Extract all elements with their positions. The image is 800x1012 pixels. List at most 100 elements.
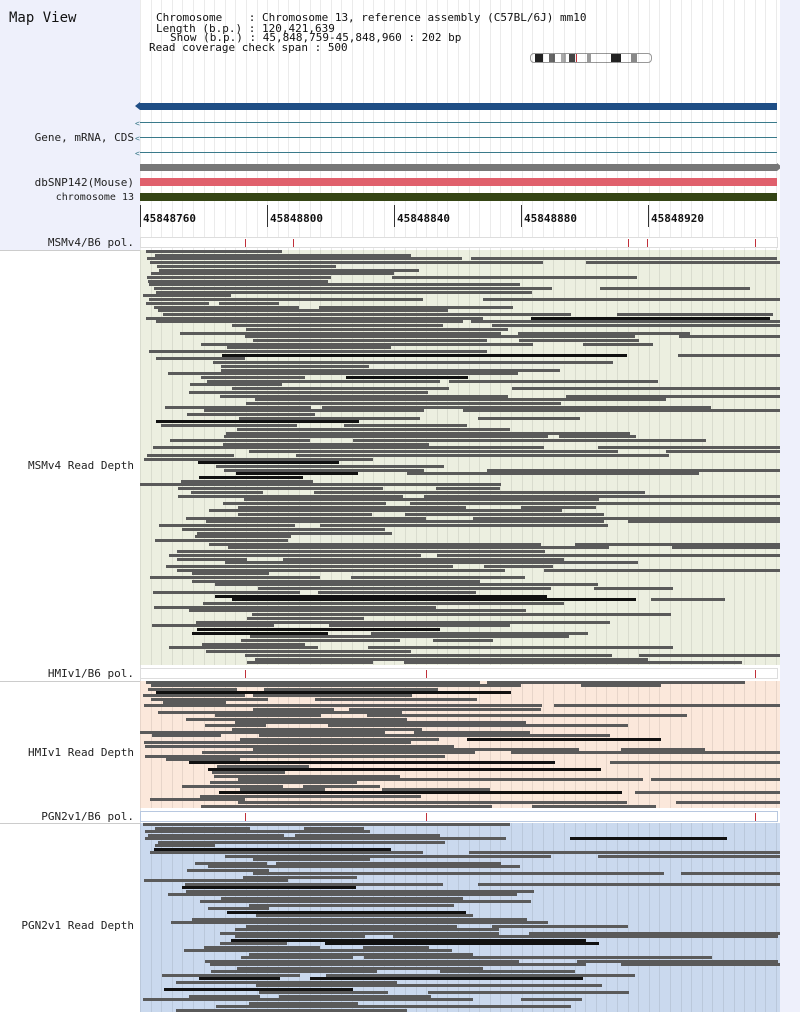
sequence-read — [247, 661, 373, 665]
sequence-read — [160, 424, 298, 428]
sequence-read — [235, 935, 366, 938]
sequence-read — [207, 865, 520, 868]
chromosome-bar[interactable] — [140, 193, 777, 201]
sequence-read — [181, 479, 314, 483]
sequence-read — [207, 767, 602, 771]
transcript-line[interactable] — [140, 122, 777, 123]
sequence-read — [259, 991, 389, 994]
sequence-read — [154, 539, 288, 543]
sequence-read — [151, 272, 395, 276]
sequence-read — [158, 711, 403, 715]
sequence-read — [186, 516, 426, 520]
snp-marker[interactable] — [755, 670, 756, 678]
sequence-read — [164, 405, 311, 409]
sequence-read — [364, 956, 712, 959]
sequence-read — [577, 959, 778, 963]
chromosome-ideogram[interactable] — [530, 53, 652, 63]
snp-marker[interactable] — [628, 239, 629, 247]
dbsnp-bar[interactable] — [140, 178, 777, 186]
dbsnp-gray-bar[interactable] — [140, 164, 777, 171]
sequence-read — [144, 830, 371, 833]
sequence-read — [143, 704, 543, 708]
transcript-line[interactable] — [140, 137, 777, 138]
axis-tick-label: 45848920 — [651, 212, 704, 225]
sequence-read — [230, 938, 587, 942]
snp-marker[interactable] — [245, 813, 246, 821]
sequence-read — [199, 977, 280, 980]
sequence-read — [218, 301, 280, 305]
snp-marker[interactable] — [293, 239, 294, 247]
sequence-read — [255, 657, 648, 661]
sequence-read — [252, 694, 413, 698]
sequence-read — [197, 461, 340, 465]
sequence-read — [222, 501, 386, 505]
snp-marker[interactable] — [245, 670, 246, 678]
sequence-read — [382, 787, 490, 791]
sequence-read — [203, 945, 321, 949]
sequence-read — [226, 346, 392, 350]
polymorphism-track[interactable] — [140, 237, 778, 248]
sequence-read — [221, 896, 464, 900]
sequence-read — [241, 956, 354, 959]
snp-marker[interactable] — [755, 813, 756, 821]
axis-tick-mark — [394, 205, 395, 227]
sequence-read — [470, 257, 777, 261]
sequence-read — [147, 257, 463, 261]
sequence-read — [156, 691, 512, 695]
sequence-read — [168, 553, 422, 557]
sequence-read — [449, 379, 659, 383]
sequence-read — [192, 917, 528, 921]
sequence-read — [484, 564, 553, 568]
sequence-read — [155, 290, 532, 294]
left-pane-tracks — [0, 250, 141, 1012]
sequence-read — [143, 998, 473, 1001]
read-depth-area[interactable] — [140, 681, 780, 808]
sequence-read — [344, 424, 468, 428]
sequence-read — [531, 316, 771, 320]
snp-marker[interactable] — [245, 239, 246, 247]
read-depth-area[interactable] — [140, 250, 780, 665]
sequence-read — [346, 375, 468, 379]
read-depth-area[interactable] — [140, 823, 780, 1012]
sequence-read — [146, 316, 484, 320]
sequence-read — [237, 513, 373, 517]
sequence-read — [237, 427, 511, 431]
chevron-left-icon: < — [135, 134, 140, 143]
sequence-read — [155, 253, 411, 257]
sequence-read — [159, 524, 295, 528]
sequence-read — [282, 557, 564, 561]
sequence-read — [318, 305, 514, 309]
sequence-read — [620, 747, 705, 751]
sequence-read — [676, 801, 780, 805]
sequence-read — [214, 594, 547, 598]
sequence-read — [295, 453, 670, 457]
sequence-read — [491, 924, 629, 928]
sequence-read — [353, 438, 706, 442]
snp-marker[interactable] — [755, 239, 756, 247]
sequence-read — [240, 787, 325, 791]
sequence-read — [486, 681, 746, 684]
sequence-read — [152, 446, 544, 450]
sequence-read — [189, 994, 260, 998]
transcript-line[interactable] — [140, 152, 777, 153]
sequence-read — [559, 435, 636, 439]
snp-marker[interactable] — [426, 813, 427, 821]
sequence-read — [638, 653, 780, 657]
gene-bar[interactable] — [140, 103, 777, 110]
polymorphism-track[interactable] — [140, 668, 778, 679]
sequence-read — [226, 910, 467, 914]
sequence-read — [244, 335, 636, 339]
dbsnp-track-label: dbSNP142(Mouse) — [34, 176, 134, 189]
sequence-read — [147, 275, 332, 279]
sequence-read — [617, 312, 773, 316]
sequence-read — [276, 861, 502, 865]
sequence-read — [598, 854, 780, 858]
axis-tick-label: 45848760 — [143, 212, 196, 225]
snp-marker[interactable] — [647, 239, 648, 247]
snp-marker[interactable] — [426, 670, 427, 678]
sequence-read — [575, 542, 780, 546]
sequence-read — [651, 777, 780, 781]
polymorphism-track[interactable] — [140, 811, 778, 822]
sequence-read — [244, 498, 600, 502]
sequence-read — [254, 398, 666, 402]
